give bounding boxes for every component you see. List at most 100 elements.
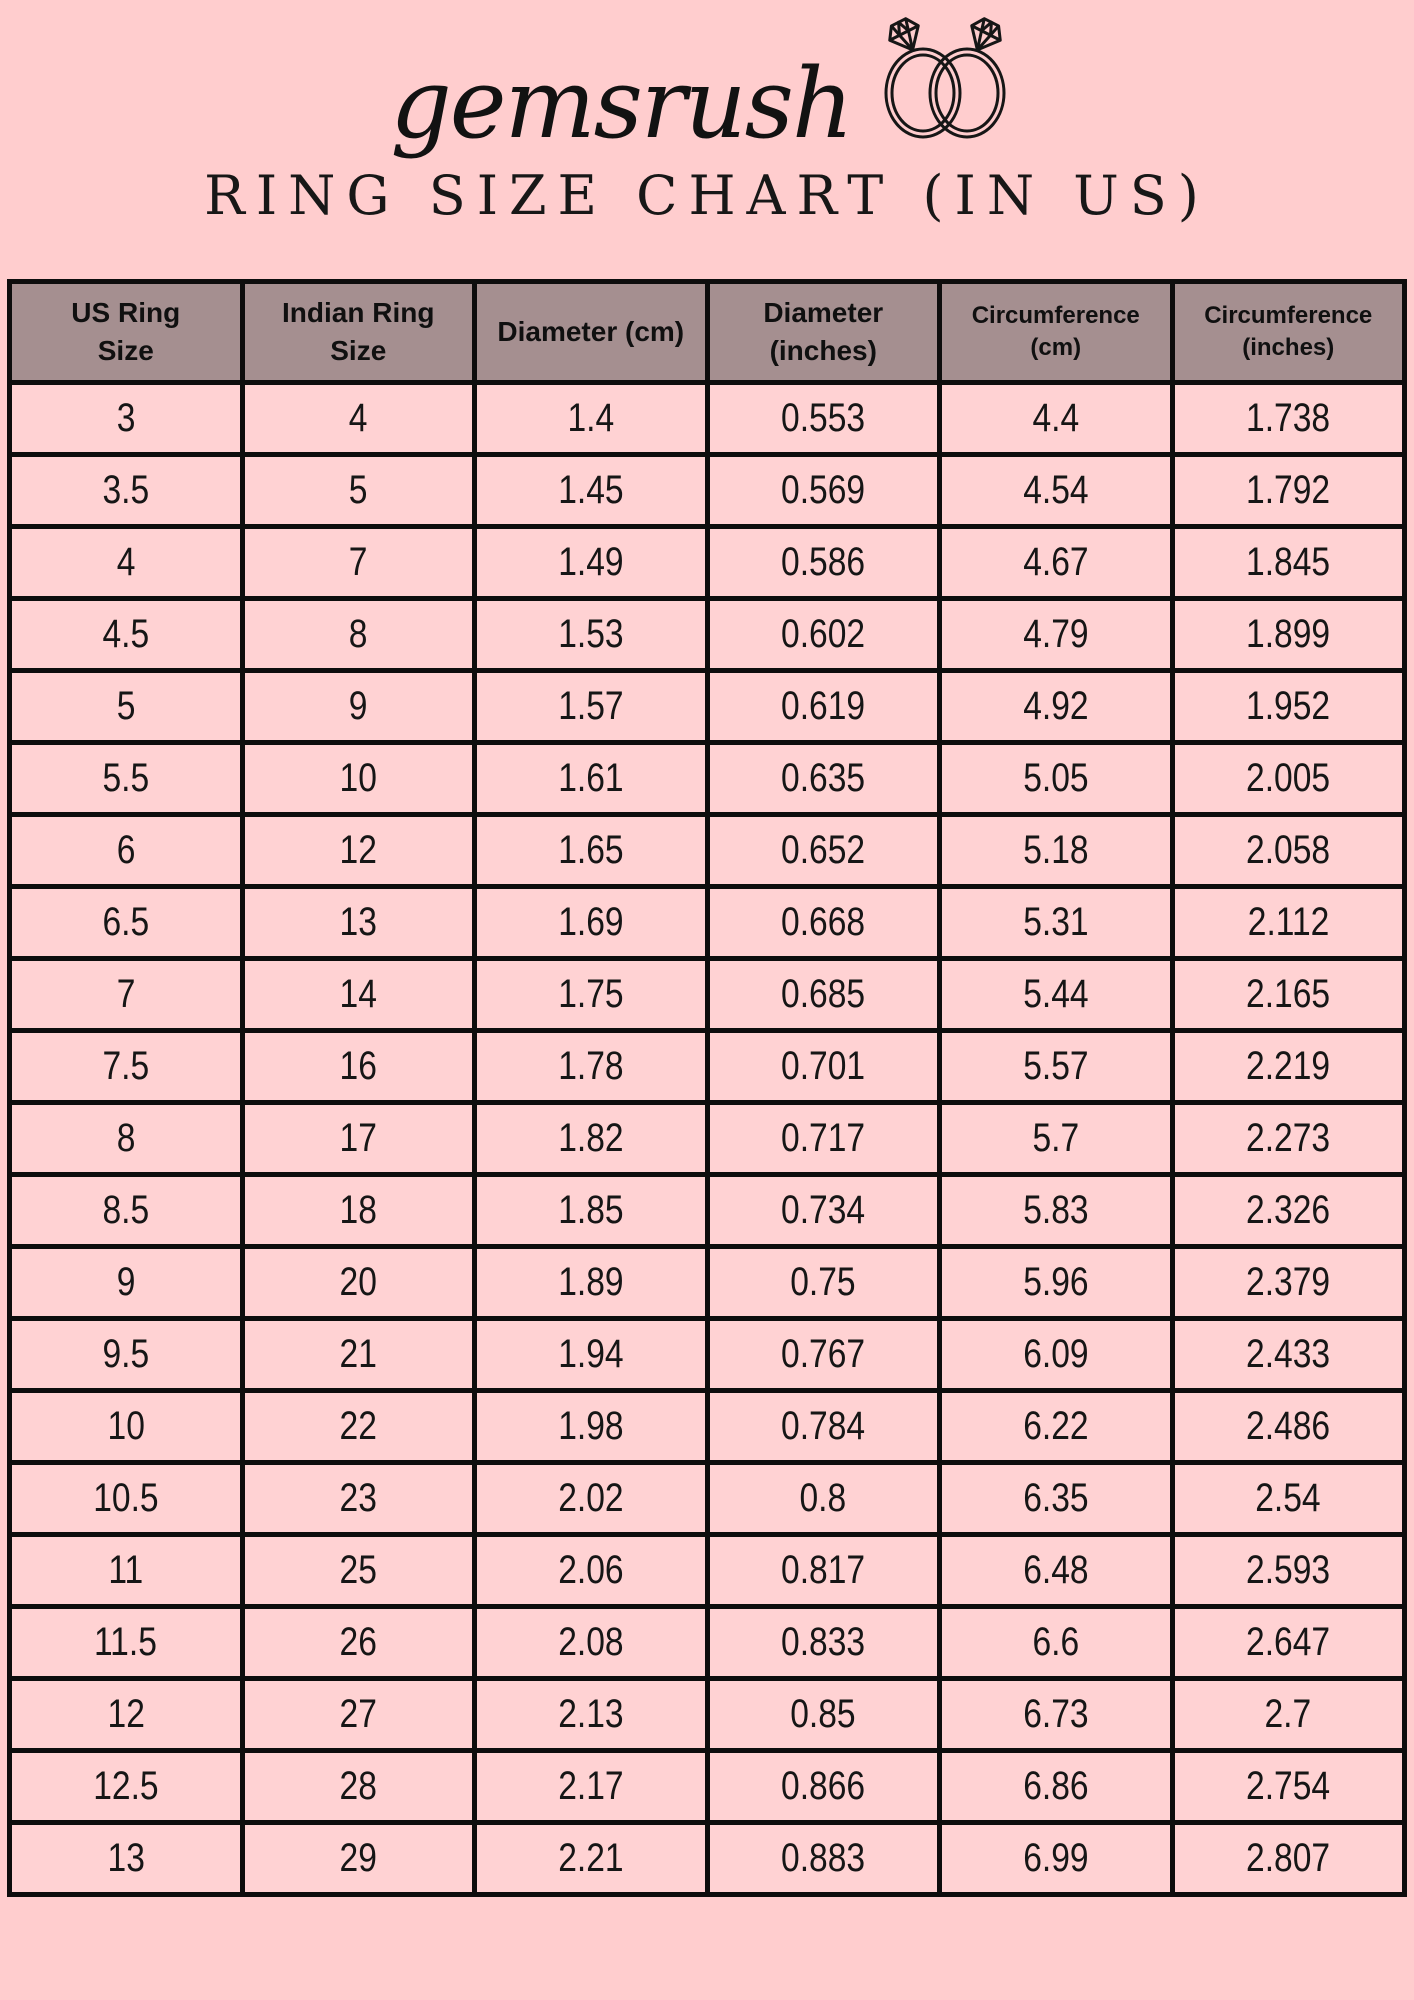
table-cell: 2.593 [1169,1532,1407,1609]
table-cell: 0.734 [704,1172,942,1249]
table-cell: 10 [239,740,477,817]
table-cell: 6.6 [937,1604,1175,1681]
table-cell: 0.685 [704,956,942,1033]
table-cell: 1.61 [472,740,710,817]
table-cell: 5.96 [937,1244,1175,1321]
table-cell: 5.18 [937,812,1175,889]
table-cell: 5 [7,668,245,745]
brand-logo-text: gemsrush [390,47,853,160]
table-cell: 1.98 [472,1388,710,1465]
table-cell: 0.717 [704,1100,942,1177]
table-row: 8 17 1.82 0.717 5.7 2.273 [7,1100,1407,1177]
table-cell: 2.165 [1169,956,1407,1033]
table-cell: 0.701 [704,1028,942,1105]
table-cell: 26 [239,1604,477,1681]
brand-header: gemsrush [0,0,1414,160]
table-cell: 1.899 [1169,596,1407,673]
table-cell: 0.767 [704,1316,942,1393]
table-cell: 3.5 [7,452,245,529]
table-cell: 0.85 [704,1676,942,1753]
table-cell: 0.8 [704,1460,942,1537]
table-cell: 21 [239,1316,477,1393]
table-cell: 1.49 [472,524,710,601]
table-cell: 6.22 [937,1388,1175,1465]
table-cell: 0.553 [704,380,942,457]
table-cell: 2.433 [1169,1316,1407,1393]
table-cell: 12 [239,812,477,889]
table-cell: 1.75 [472,956,710,1033]
table-cell: 5.44 [937,956,1175,1033]
table-cell: 2.219 [1169,1028,1407,1105]
table-cell: 6 [7,812,245,889]
table-row: 7.5 16 1.78 0.701 5.57 2.219 [7,1028,1407,1105]
table-cell: 9 [7,1244,245,1321]
table-cell: 6.09 [937,1316,1175,1393]
table-cell: 28 [239,1748,477,1825]
table-cell: 1.952 [1169,668,1407,745]
page-title: RING SIZE CHART (IN US) [204,164,1210,227]
table-row: 5 9 1.57 0.619 4.92 1.952 [7,668,1407,745]
table-cell: 7 [7,956,245,1033]
column-header-2: Indian Ring Size [239,279,477,385]
table-cell: 6.86 [937,1748,1175,1825]
table-cell: 2.005 [1169,740,1407,817]
table-row: 12.5 28 2.17 0.866 6.86 2.754 [7,1748,1407,1825]
table-row: 6.5 13 1.69 0.668 5.31 2.112 [7,884,1407,961]
table-cell: 0.619 [704,668,942,745]
table-row: 7 14 1.75 0.685 5.44 2.165 [7,956,1407,1033]
table-cell: 18 [239,1172,477,1249]
ring-size-table: US Ring Size Indian Ring Size Diameter (cm… [7,279,1407,1897]
table-row: 11 25 2.06 0.817 6.48 2.593 [7,1532,1407,1609]
table-cell: 6.99 [937,1820,1175,1897]
table-cell: 1.89 [472,1244,710,1321]
table-cell: 2.112 [1169,884,1407,961]
table-cell: 0.784 [704,1388,942,1465]
table-cell: 1.69 [472,884,710,961]
table-cell: 2.08 [472,1604,710,1681]
table-cell: 20 [239,1244,477,1321]
table-row: 9 20 1.89 0.75 5.96 2.379 [7,1244,1407,1321]
table-row: 4 7 1.49 0.586 4.67 1.845 [7,524,1407,601]
column-header-6: Circumference (inches) [1169,279,1407,385]
table-cell: 11 [7,1532,245,1609]
table-cell: 14 [239,956,477,1033]
table-cell: 5.83 [937,1172,1175,1249]
table-cell: 2.807 [1169,1820,1407,1897]
table-cell: 4.4 [937,380,1175,457]
table-cell: 27 [239,1676,477,1753]
table-cell: 5.7 [937,1100,1175,1177]
table-cell: 0.635 [704,740,942,817]
header-row: US Ring Size Indian Ring Size Diameter (cm… [7,279,1407,385]
table-row: 8.5 18 1.85 0.734 5.83 2.326 [7,1172,1407,1249]
table-cell: 6.35 [937,1460,1175,1537]
table-cell: 6.73 [937,1676,1175,1753]
table-cell: 10.5 [7,1460,245,1537]
table-cell: 8.5 [7,1172,245,1249]
table-cell: 2.17 [472,1748,710,1825]
table-row: 12 27 2.13 0.85 6.73 2.7 [7,1676,1407,1753]
table-cell: 4 [239,380,477,457]
table-cell: 4 [7,524,245,601]
table-cell: 0.586 [704,524,942,601]
table-cell: 1.53 [472,596,710,673]
table-cell: 1.45 [472,452,710,529]
table-cell: 13 [7,1820,245,1897]
table-cell: 1.738 [1169,380,1407,457]
table-cell: 5.57 [937,1028,1175,1105]
table-cell: 22 [239,1388,477,1465]
table-row: 3.5 5 1.45 0.569 4.54 1.792 [7,452,1407,529]
table-cell: 16 [239,1028,477,1105]
table-cell: 6.48 [937,1532,1175,1609]
table-cell: 1.78 [472,1028,710,1105]
table-cell: 5 [239,452,477,529]
table-cell: 1.65 [472,812,710,889]
table-row: 6 12 1.65 0.652 5.18 2.058 [7,812,1407,889]
table-cell: 25 [239,1532,477,1609]
column-header-1: US Ring Size [7,279,245,385]
table-cell: 23 [239,1460,477,1537]
table-cell: 2.379 [1169,1244,1407,1321]
table-cell: 5.31 [937,884,1175,961]
table-cell: 2.7 [1169,1676,1407,1753]
table-cell: 3 [7,380,245,457]
table-cell: 7 [239,524,477,601]
